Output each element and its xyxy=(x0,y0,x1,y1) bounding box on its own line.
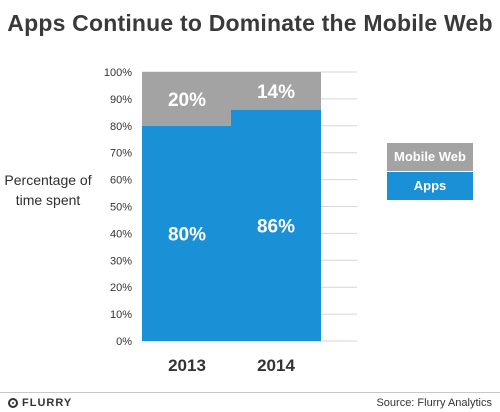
data-label-mobile-web-2013: 20% xyxy=(168,90,206,111)
x-tick-label: 2014 xyxy=(257,356,295,375)
y-tick-label: 40% xyxy=(110,228,132,240)
y-tick-label: 100% xyxy=(104,67,132,79)
bar-apps-2014 xyxy=(231,109,321,341)
y-tick-label: 60% xyxy=(110,175,132,187)
y-tick-label: 30% xyxy=(110,255,132,267)
flurry-logo: FLURRY xyxy=(8,397,72,409)
chart-title: Apps Continue to Dominate the Mobile Web xyxy=(7,10,493,36)
y-tick-label: 20% xyxy=(110,282,132,294)
y-axis-label: Percentage of time spent xyxy=(4,172,92,208)
y-tick-label: 0% xyxy=(116,336,132,348)
data-label-apps-2014: 86% xyxy=(257,216,295,237)
legend-item-mobile-web: Mobile Web xyxy=(387,143,473,171)
y-tick-label: 70% xyxy=(110,148,132,160)
x-tick-label: 2013 xyxy=(168,356,206,375)
flurry-logo-icon xyxy=(8,398,18,408)
legend-label-apps: Apps xyxy=(413,178,447,193)
y-tick-label: 90% xyxy=(110,94,132,106)
bar-apps-2013 xyxy=(142,125,232,341)
y-tick-label: 80% xyxy=(110,121,132,133)
data-label-mobile-web-2014: 14% xyxy=(257,82,295,103)
bar-mobile-web-2014 xyxy=(231,72,321,110)
y-tick-label: 10% xyxy=(110,309,132,321)
bar-mobile-web-2013 xyxy=(142,72,232,126)
legend-item-apps: Apps xyxy=(387,172,473,200)
y-tick-label: 50% xyxy=(110,202,132,214)
source-credit: Source: Flurry Analytics xyxy=(376,397,492,409)
data-label-apps-2013: 80% xyxy=(168,224,206,245)
legend-label-mobile-web: Mobile Web xyxy=(394,149,466,164)
logo-text: FLURRY xyxy=(22,397,73,409)
footer-divider xyxy=(0,392,500,393)
